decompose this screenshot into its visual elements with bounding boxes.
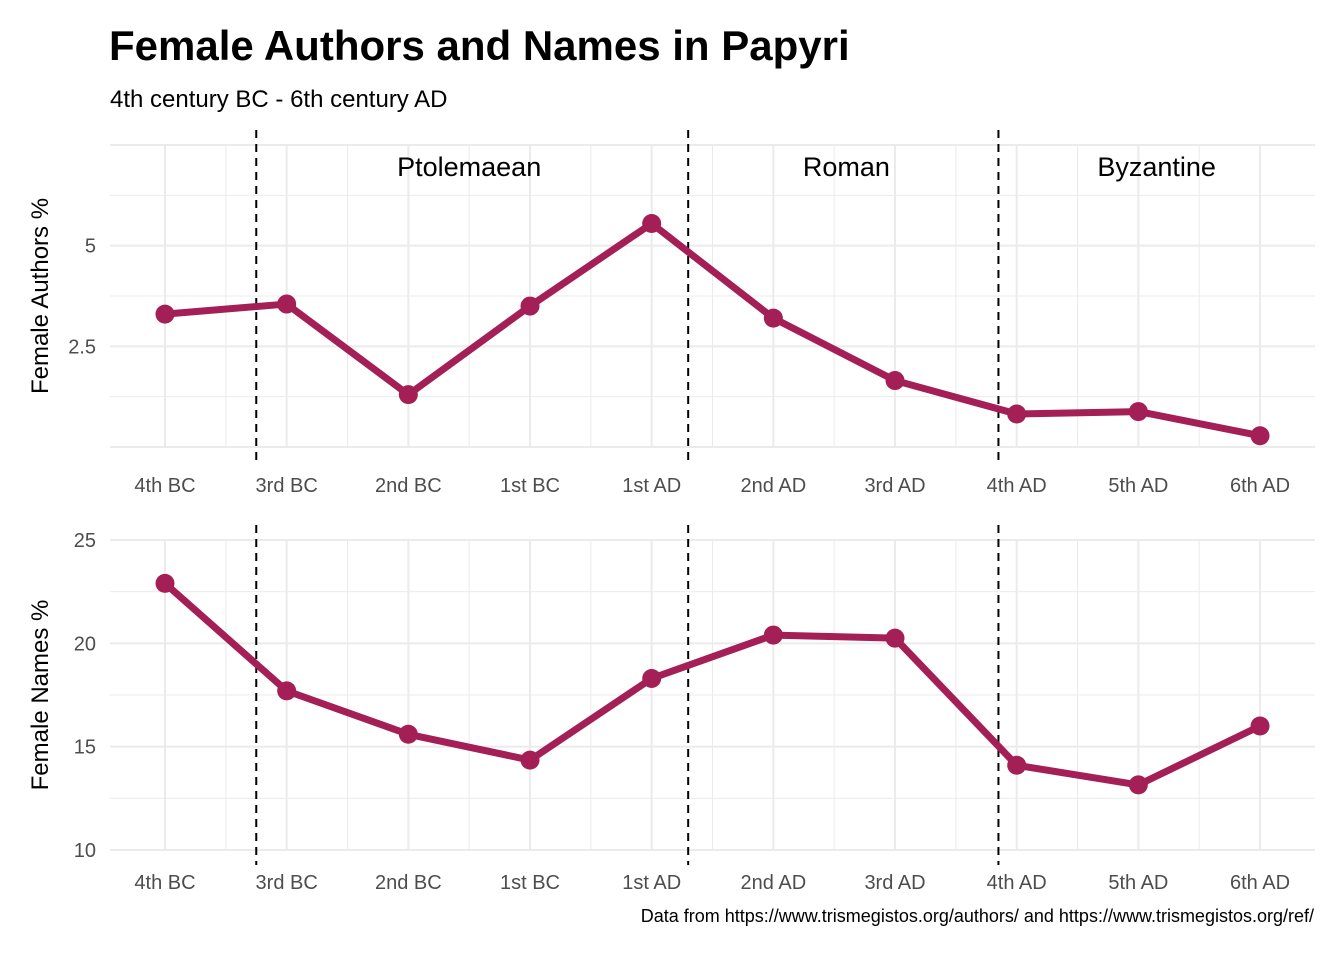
x-tick-label: 1st AD [622,872,681,894]
x-tick-label: 4th AD [987,475,1047,497]
y-tick-label: 5 [85,236,96,258]
data-point [155,304,175,324]
series-line [161,220,1264,440]
data-point [398,385,418,405]
data-point [642,214,662,234]
data-point [1250,716,1270,736]
era-label: Ptolemaean [397,152,541,182]
data-point [763,308,783,328]
y-tick-label: 10 [74,840,96,862]
x-tick-label: 4th BC [134,475,195,497]
data-point [1128,402,1148,422]
x-tick-label: 1st AD [622,475,681,497]
chart-title: Female Authors and Names in Papyri [109,22,850,69]
chart-caption: Data from https://www.trismegistos.org/a… [640,906,1314,926]
data-point [763,625,783,645]
x-tick-label: 4th AD [987,872,1047,894]
x-tick-label: 3rd BC [256,872,318,894]
x-tick-label: 3rd AD [864,872,925,894]
y-tick-label: 25 [74,530,96,552]
x-tick-label: 4th BC [134,872,195,894]
data-point [642,668,662,688]
x-tick-label: 5th AD [1108,872,1168,894]
data-point [520,750,540,770]
data-point [398,724,418,744]
chart-subtitle: 4th century BC - 6th century AD [110,86,448,113]
y-tick-label: 2.5 [68,336,96,358]
y-axis-title: Female Names % [27,600,54,791]
x-tick-label: 6th AD [1230,872,1290,894]
era-label: Roman [803,152,890,182]
era-label: Byzantine [1097,152,1216,182]
data-point [277,681,297,701]
y-axis-title: Female Authors % [27,198,54,394]
x-tick-label: 3rd AD [864,475,925,497]
x-tick-label: 5th AD [1108,475,1168,497]
x-tick-label: 2nd BC [375,872,442,894]
data-point [1128,775,1148,795]
data-point [1250,426,1270,446]
x-tick-label: 3rd BC [256,475,318,497]
data-point [277,294,297,314]
y-tick-label: 15 [74,737,96,759]
data-point [885,371,905,391]
series-line [161,579,1264,789]
x-tick-label: 6th AD [1230,475,1290,497]
x-tick-label: 1st BC [500,475,560,497]
x-tick-label: 2nd AD [741,475,807,497]
data-point [1007,404,1027,424]
data-point [155,573,175,593]
y-tick-label: 20 [74,633,96,655]
x-tick-label: 2nd AD [741,872,807,894]
x-tick-label: 2nd BC [375,475,442,497]
x-tick-label: 1st BC [500,872,560,894]
data-point [520,296,540,316]
data-point [885,628,905,648]
data-point [1007,755,1027,775]
